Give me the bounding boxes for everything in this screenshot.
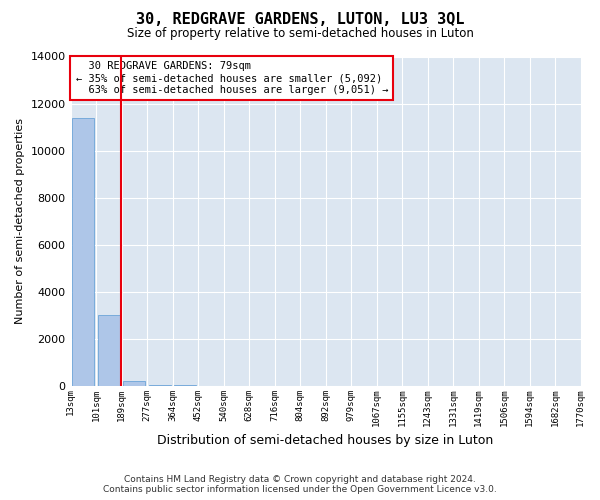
Text: 30 REDGRAVE GARDENS: 79sqm
← 35% of semi-detached houses are smaller (5,092)
  6: 30 REDGRAVE GARDENS: 79sqm ← 35% of semi… [76,62,388,94]
Bar [149,384,170,386]
Text: 30, REDGRAVE GARDENS, LUTON, LU3 3QL: 30, REDGRAVE GARDENS, LUTON, LU3 3QL [136,12,464,28]
Text: Contains HM Land Registry data © Crown copyright and database right 2024.
Contai: Contains HM Land Registry data © Crown c… [103,474,497,494]
Y-axis label: Number of semi-detached properties: Number of semi-detached properties [15,118,25,324]
Text: Size of property relative to semi-detached houses in Luton: Size of property relative to semi-detach… [127,28,473,40]
Bar [98,315,119,386]
Bar [124,381,145,386]
X-axis label: Distribution of semi-detached houses by size in Luton: Distribution of semi-detached houses by … [157,434,494,448]
Bar [73,118,94,386]
